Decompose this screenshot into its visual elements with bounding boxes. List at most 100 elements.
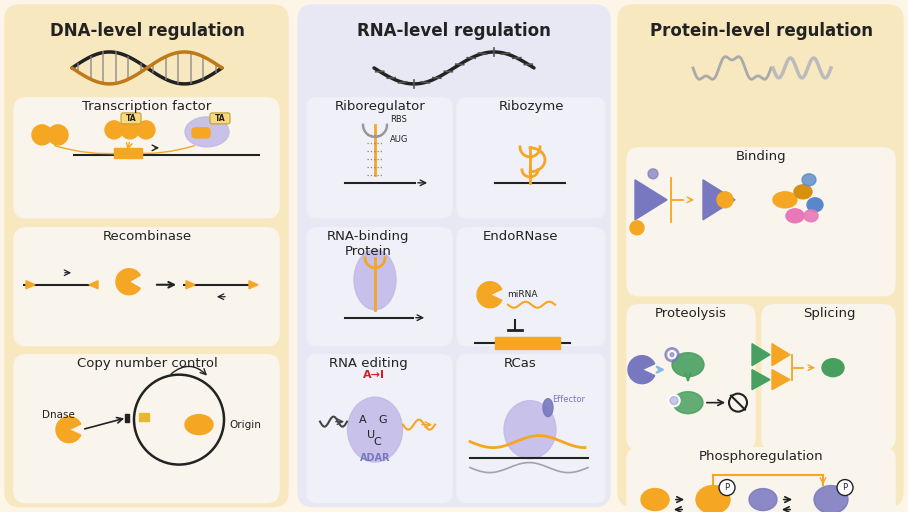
FancyBboxPatch shape	[307, 98, 452, 218]
Ellipse shape	[543, 399, 553, 417]
FancyBboxPatch shape	[627, 447, 895, 512]
Text: U: U	[367, 430, 375, 440]
Text: RNA-level regulation: RNA-level regulation	[357, 22, 551, 40]
Text: Riboregulator: Riboregulator	[335, 100, 425, 113]
Ellipse shape	[773, 192, 797, 208]
Circle shape	[670, 397, 678, 404]
FancyBboxPatch shape	[121, 113, 141, 124]
Ellipse shape	[185, 415, 213, 435]
Polygon shape	[249, 281, 258, 289]
FancyBboxPatch shape	[618, 5, 903, 506]
Text: Binding: Binding	[735, 150, 786, 163]
Text: A: A	[360, 415, 367, 424]
Ellipse shape	[822, 359, 844, 377]
Circle shape	[121, 121, 139, 139]
Text: Recombinase: Recombinase	[103, 230, 192, 243]
Text: Phosphoregulation: Phosphoregulation	[698, 450, 824, 463]
Ellipse shape	[696, 485, 730, 512]
FancyBboxPatch shape	[457, 98, 605, 218]
Text: G: G	[379, 415, 388, 424]
Circle shape	[837, 480, 853, 496]
Text: P: P	[725, 483, 729, 492]
Text: RCas: RCas	[504, 357, 537, 370]
Polygon shape	[703, 180, 735, 220]
Text: AUG: AUG	[390, 135, 409, 144]
Polygon shape	[635, 180, 667, 220]
Text: Effector: Effector	[552, 395, 585, 404]
Ellipse shape	[786, 209, 804, 223]
Text: TA: TA	[214, 114, 225, 123]
Ellipse shape	[802, 174, 816, 186]
Text: ADAR: ADAR	[360, 453, 390, 462]
Text: A→I: A→I	[363, 370, 385, 380]
Text: TA: TA	[125, 114, 136, 123]
FancyBboxPatch shape	[5, 5, 288, 506]
Polygon shape	[772, 344, 790, 366]
Wedge shape	[116, 269, 140, 295]
Text: RNA-binding
Protein: RNA-binding Protein	[327, 230, 410, 258]
Text: Ribozyme: Ribozyme	[498, 100, 564, 113]
Polygon shape	[89, 281, 98, 289]
Circle shape	[668, 395, 680, 407]
Text: Origin: Origin	[229, 420, 261, 430]
FancyBboxPatch shape	[210, 113, 230, 124]
Text: Dnase: Dnase	[42, 410, 74, 420]
Text: P: P	[843, 483, 847, 492]
Ellipse shape	[673, 392, 703, 414]
Ellipse shape	[504, 400, 556, 459]
Text: EndoRNase: EndoRNase	[482, 230, 558, 243]
Circle shape	[717, 192, 733, 208]
Circle shape	[105, 121, 123, 139]
Circle shape	[719, 480, 735, 496]
FancyBboxPatch shape	[307, 228, 452, 346]
FancyBboxPatch shape	[627, 148, 895, 296]
Wedge shape	[477, 282, 502, 308]
Ellipse shape	[814, 485, 848, 512]
Bar	[114, 148, 142, 158]
Ellipse shape	[749, 488, 777, 510]
FancyBboxPatch shape	[457, 355, 605, 503]
FancyBboxPatch shape	[14, 228, 279, 346]
Text: miRNA: miRNA	[507, 290, 538, 299]
FancyBboxPatch shape	[307, 355, 452, 503]
Text: RNA editing: RNA editing	[329, 357, 408, 370]
Text: C: C	[373, 437, 380, 446]
FancyBboxPatch shape	[627, 305, 755, 450]
Polygon shape	[26, 281, 35, 289]
Wedge shape	[628, 356, 655, 383]
Text: DNA-level regulation: DNA-level regulation	[50, 22, 244, 40]
FancyBboxPatch shape	[457, 228, 605, 346]
Ellipse shape	[804, 210, 818, 222]
Text: Splicing: Splicing	[803, 307, 855, 319]
Circle shape	[670, 353, 674, 357]
Circle shape	[665, 348, 679, 361]
FancyBboxPatch shape	[298, 5, 610, 506]
Circle shape	[48, 125, 68, 145]
Ellipse shape	[672, 353, 704, 377]
Ellipse shape	[348, 397, 402, 462]
Bar	[495, 337, 560, 349]
FancyBboxPatch shape	[14, 98, 279, 218]
Wedge shape	[56, 417, 81, 442]
FancyBboxPatch shape	[14, 355, 279, 503]
Bar	[125, 414, 129, 421]
Text: Protein-level regulation: Protein-level regulation	[649, 22, 873, 40]
Polygon shape	[772, 370, 790, 390]
Circle shape	[137, 121, 155, 139]
Ellipse shape	[794, 185, 812, 199]
Circle shape	[668, 351, 676, 359]
Polygon shape	[186, 281, 195, 289]
Bar	[139, 413, 149, 421]
Ellipse shape	[807, 198, 823, 212]
Text: Transcription factor: Transcription factor	[83, 100, 212, 113]
Text: RBS: RBS	[390, 115, 407, 124]
Text: Copy number control: Copy number control	[76, 357, 217, 370]
FancyBboxPatch shape	[762, 305, 895, 450]
FancyBboxPatch shape	[192, 128, 210, 138]
Ellipse shape	[185, 117, 229, 147]
Circle shape	[32, 125, 52, 145]
Ellipse shape	[354, 250, 396, 310]
Circle shape	[648, 169, 658, 179]
Ellipse shape	[641, 488, 669, 510]
Circle shape	[630, 221, 644, 235]
